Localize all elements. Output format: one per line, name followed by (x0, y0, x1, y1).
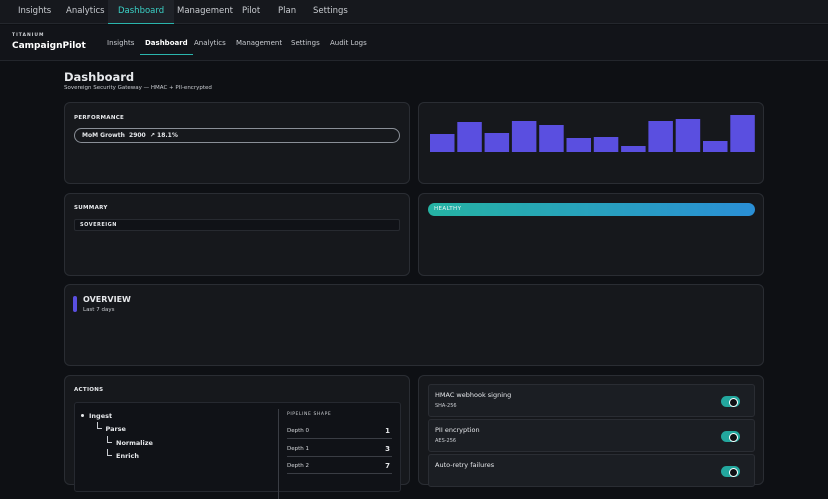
nav-item[interactable]: Insights (18, 6, 52, 16)
tab[interactable]: Management (236, 39, 283, 47)
tab[interactable]: Dashboard (140, 33, 193, 55)
bar (457, 122, 482, 152)
toggles-card: HMAC webhook signing SHA-256 PII encryptio… (418, 375, 764, 487)
page-title: Dashboard (64, 70, 135, 84)
depth-count: 7 (385, 462, 390, 470)
row-rule (287, 438, 392, 439)
actions-card: ACTIONS PIPELINE SHAPE Ingest Parse Normal… (64, 375, 410, 499)
nav-item[interactable]: Management (177, 6, 233, 16)
nav-item[interactable]: Plan (278, 6, 297, 16)
summary-field: SOVEREIGN (74, 219, 400, 231)
divider (278, 409, 279, 499)
bar (593, 137, 619, 152)
tree-node[interactable]: Normalize (116, 438, 153, 447)
overview-card: OVERVIEW Last 7 days (64, 284, 764, 366)
nav-item[interactable]: Settings (313, 6, 348, 16)
tab[interactable]: Analytics (194, 39, 226, 47)
sparkline-card (418, 102, 764, 184)
bar (730, 115, 755, 152)
sub-nav: TITANIUM CampaignPilot Insights Dashboard… (0, 25, 828, 61)
overview-title: OVERVIEW (83, 295, 131, 304)
card-heading: ACTIONS (74, 387, 104, 393)
toggle-row: PII encryption AES-256 (428, 419, 755, 452)
row-rule (287, 455, 392, 457)
bar (648, 121, 673, 152)
toggle[interactable] (721, 431, 740, 442)
bar (484, 133, 510, 152)
depth-label: Depth 1 (287, 445, 309, 452)
toggle-title: HMAC webhook signing (435, 391, 512, 399)
metric-value: 2900 (129, 132, 146, 139)
overview-subtitle: Last 7 days (83, 307, 115, 313)
connector (107, 448, 112, 456)
metric-change: ↗ 18.1% (149, 132, 178, 139)
tab[interactable]: Audit Logs (330, 39, 367, 47)
toggle-row: HMAC webhook signing SHA-256 (428, 384, 755, 417)
summary-card: SUMMARY SOVEREIGN (64, 193, 410, 276)
bar (621, 146, 646, 152)
bullet (81, 414, 84, 417)
metric-pill: MoM Growth 2900 ↗ 18.1% (74, 128, 400, 143)
tree-node[interactable]: Parse (105, 425, 126, 434)
health-bar: HEALTHY (428, 203, 755, 216)
performance-card: PERFORMANCE MoM Growth 2900 ↗ 18.1% (64, 102, 410, 184)
depth-count: 3 (385, 444, 390, 453)
bar (566, 138, 591, 152)
tree-node[interactable]: Ingest (89, 412, 113, 420)
depth-label: Depth 2 (287, 463, 309, 469)
bar (703, 141, 728, 152)
top-nav: Insights Analytics Dashboard Management Pilo… (0, 0, 828, 24)
nav-item[interactable]: Dashboard (108, 0, 175, 24)
nav-item[interactable]: Analytics (66, 6, 105, 16)
toggle-title: PII encryption (435, 426, 480, 434)
pipeline-heading: PIPELINE SHAPE (287, 412, 332, 417)
card-heading: SUMMARY (74, 205, 108, 211)
connector (96, 422, 102, 430)
brand-kicker: TITANIUM (12, 33, 45, 38)
tree-node[interactable]: Enrich (116, 451, 139, 460)
bar (539, 125, 564, 152)
sparkline (430, 115, 755, 152)
accent (73, 296, 77, 312)
actions-panel: PIPELINE SHAPE Ingest Parse Normalize Enric… (74, 402, 401, 499)
bar (675, 119, 701, 152)
row-rule (287, 473, 392, 474)
tab[interactable]: Insights (107, 39, 135, 47)
bar (430, 134, 455, 152)
page-subtitle: Sovereign Security Gateway — HMAC + PII-… (64, 85, 212, 91)
toggle-detail: AES-256 (435, 438, 457, 444)
metric-label: MoM Growth (82, 132, 125, 139)
toggle[interactable] (721, 396, 740, 407)
nav-item[interactable]: Pilot (242, 6, 261, 16)
connector (107, 435, 112, 443)
depth-count: 1 (385, 427, 390, 435)
card-heading: PERFORMANCE (74, 115, 125, 121)
toggle-title: Auto-retry failures (435, 461, 495, 469)
toggle-detail: SHA-256 (435, 403, 457, 409)
bar (511, 121, 537, 152)
tab[interactable]: Settings (291, 39, 320, 47)
depth-label: Depth 0 (287, 428, 309, 434)
toggle-row: Auto-retry failures (428, 454, 755, 487)
brand-name: CampaignPilot (12, 41, 86, 51)
toggle[interactable] (721, 466, 740, 477)
health-card: HEALTHY (418, 193, 764, 276)
